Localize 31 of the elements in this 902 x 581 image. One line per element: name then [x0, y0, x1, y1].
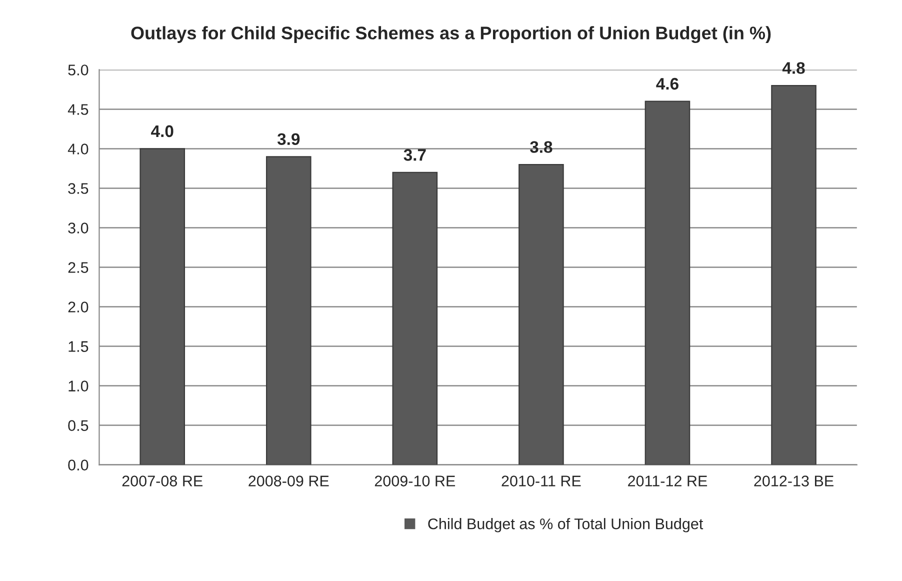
- y-tick-label: 1.5: [68, 341, 88, 352]
- x-tick-label: 2008-09 RE: [248, 476, 329, 486]
- data-label: 3.8: [530, 141, 552, 153]
- legend-label: Child Budget as % of Total Union Budget: [428, 518, 704, 532]
- y-tick-label: 1.0: [68, 380, 88, 392]
- bar: [140, 148, 186, 465]
- data-label: 4.6: [656, 78, 678, 90]
- y-tick-label: 3.0: [68, 222, 88, 234]
- y-tick-label: 2.0: [68, 302, 88, 312]
- chart-title: Outlays for Child Specific Schemes as a Proportion of Union Budget (in %): [131, 26, 771, 44]
- bar: [392, 172, 438, 465]
- x-tick-label: 2010-11 RE: [502, 476, 581, 486]
- data-label: 4.0: [151, 125, 174, 138]
- bar: [266, 156, 312, 465]
- data-label: 3.9: [277, 133, 300, 146]
- y-tick-label: 2.5: [68, 262, 88, 273]
- bar: [644, 100, 690, 465]
- data-label: 4.8: [782, 62, 805, 74]
- y-tick-label: 4.0: [68, 144, 88, 154]
- y-tick-label: 4.5: [68, 104, 88, 115]
- bar: [518, 164, 564, 465]
- y-tick-label: 5.0: [68, 64, 88, 76]
- x-tick-label: 2009-10 RE: [374, 476, 456, 486]
- x-tick-label: 2011-12 RE: [628, 476, 708, 486]
- y-tick-label: 0.0: [68, 460, 88, 470]
- x-tick-label: 2012-13 BE: [754, 476, 834, 486]
- data-label: 3.7: [404, 149, 426, 161]
- x-tick-label: 2007-08 RE: [122, 476, 202, 486]
- y-tick-label: 0.5: [68, 420, 88, 431]
- bar: [771, 84, 816, 465]
- y-tick-label: 3.5: [68, 183, 88, 194]
